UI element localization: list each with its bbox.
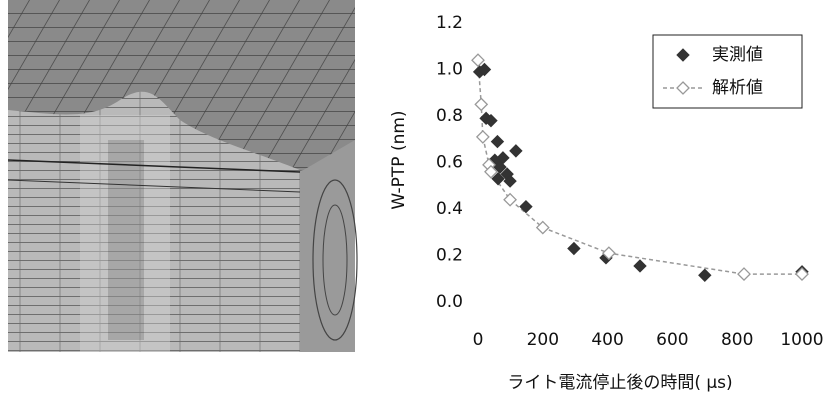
x-tick-label: 0 bbox=[473, 330, 484, 350]
y-tick-label: 1.2 bbox=[436, 13, 463, 33]
data-point bbox=[568, 243, 580, 255]
x-tick-label: 400 bbox=[591, 330, 623, 350]
x-axis-label: ライト電流停止後の時間( μs) bbox=[507, 373, 732, 393]
legend-label: 実測値 bbox=[712, 45, 763, 65]
data-point bbox=[475, 98, 487, 110]
x-tick-label: 200 bbox=[527, 330, 559, 350]
y-tick-label: 0.2 bbox=[436, 246, 463, 266]
data-point bbox=[504, 194, 516, 206]
legend-label: 解析値 bbox=[712, 78, 763, 98]
x-tick-label: 800 bbox=[721, 330, 753, 350]
data-point bbox=[738, 268, 750, 280]
data-point bbox=[699, 269, 711, 281]
data-point bbox=[477, 131, 489, 143]
y-tick-label: 0.6 bbox=[436, 153, 463, 173]
y-tick-label: 1.0 bbox=[436, 60, 463, 80]
data-point bbox=[634, 260, 646, 272]
y-tick-label: 0.0 bbox=[436, 292, 463, 312]
fem-mesh-image bbox=[8, 0, 357, 352]
data-point bbox=[472, 54, 484, 66]
data-point bbox=[510, 145, 522, 157]
page: ライト電流停止後の時間( μs) W-PTP (nm) 0.0 0.2 0.4 0.6… bbox=[0, 0, 825, 393]
y-tick-label: 0.4 bbox=[436, 199, 463, 219]
x-tick-label: 600 bbox=[656, 330, 688, 350]
x-tick-label: 1000 bbox=[780, 330, 823, 350]
y-axis-label: W-PTP (nm) bbox=[389, 110, 409, 209]
data-point bbox=[491, 136, 503, 148]
data-point bbox=[520, 201, 532, 213]
y-tick-label: 0.8 bbox=[436, 106, 463, 126]
